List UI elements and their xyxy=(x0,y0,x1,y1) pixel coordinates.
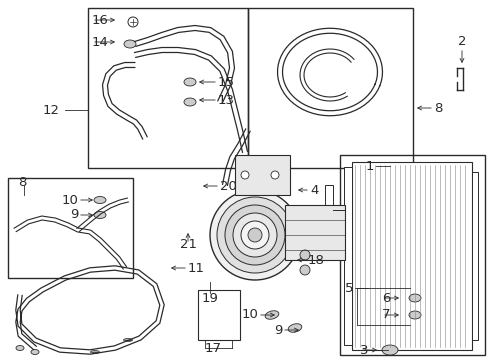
Text: 9: 9 xyxy=(273,324,282,337)
Text: 10: 10 xyxy=(61,194,78,207)
Ellipse shape xyxy=(94,197,106,203)
Ellipse shape xyxy=(123,338,132,342)
Bar xyxy=(285,205,345,260)
Ellipse shape xyxy=(382,345,398,355)
Text: 1: 1 xyxy=(366,159,374,172)
Text: 19: 19 xyxy=(201,292,219,305)
Text: 6: 6 xyxy=(382,292,391,305)
Bar xyxy=(472,172,478,340)
Ellipse shape xyxy=(31,350,39,355)
Text: 3: 3 xyxy=(360,343,368,356)
Ellipse shape xyxy=(184,78,196,86)
Ellipse shape xyxy=(91,351,99,354)
Text: 20: 20 xyxy=(220,180,237,193)
Circle shape xyxy=(233,213,277,257)
Text: 14: 14 xyxy=(92,36,109,49)
Text: 8: 8 xyxy=(18,175,26,189)
Ellipse shape xyxy=(409,294,421,302)
Ellipse shape xyxy=(184,98,196,106)
Bar xyxy=(325,185,333,240)
Text: 13: 13 xyxy=(218,94,235,107)
Text: 21: 21 xyxy=(179,238,196,251)
Text: 11: 11 xyxy=(188,261,205,274)
Text: 16: 16 xyxy=(92,13,109,27)
Bar xyxy=(198,290,240,340)
Circle shape xyxy=(248,228,262,242)
Text: 17: 17 xyxy=(204,342,221,355)
Bar xyxy=(340,155,485,355)
Circle shape xyxy=(241,221,269,249)
Text: 15: 15 xyxy=(218,76,235,89)
Ellipse shape xyxy=(265,311,279,319)
Circle shape xyxy=(217,197,293,273)
Circle shape xyxy=(225,205,285,265)
Text: 10: 10 xyxy=(241,309,258,321)
Text: 9: 9 xyxy=(70,208,78,221)
Bar xyxy=(8,178,133,278)
Text: 18: 18 xyxy=(308,253,325,266)
Ellipse shape xyxy=(16,346,24,351)
Bar xyxy=(88,8,248,168)
Text: 4: 4 xyxy=(310,184,318,197)
Circle shape xyxy=(210,190,300,280)
Bar xyxy=(248,8,413,168)
Ellipse shape xyxy=(94,211,106,219)
Bar xyxy=(235,155,290,195)
Text: 5: 5 xyxy=(344,282,353,294)
Bar xyxy=(352,162,472,350)
Ellipse shape xyxy=(124,40,136,48)
Text: 7: 7 xyxy=(382,309,391,321)
Circle shape xyxy=(300,265,310,275)
Text: 12: 12 xyxy=(43,104,60,117)
Circle shape xyxy=(128,17,138,27)
Text: 8: 8 xyxy=(434,102,442,114)
Bar xyxy=(344,167,352,345)
Circle shape xyxy=(300,250,310,260)
Circle shape xyxy=(241,171,249,179)
Text: 2: 2 xyxy=(458,35,466,48)
Ellipse shape xyxy=(288,324,302,332)
Circle shape xyxy=(271,171,279,179)
Ellipse shape xyxy=(409,311,421,319)
